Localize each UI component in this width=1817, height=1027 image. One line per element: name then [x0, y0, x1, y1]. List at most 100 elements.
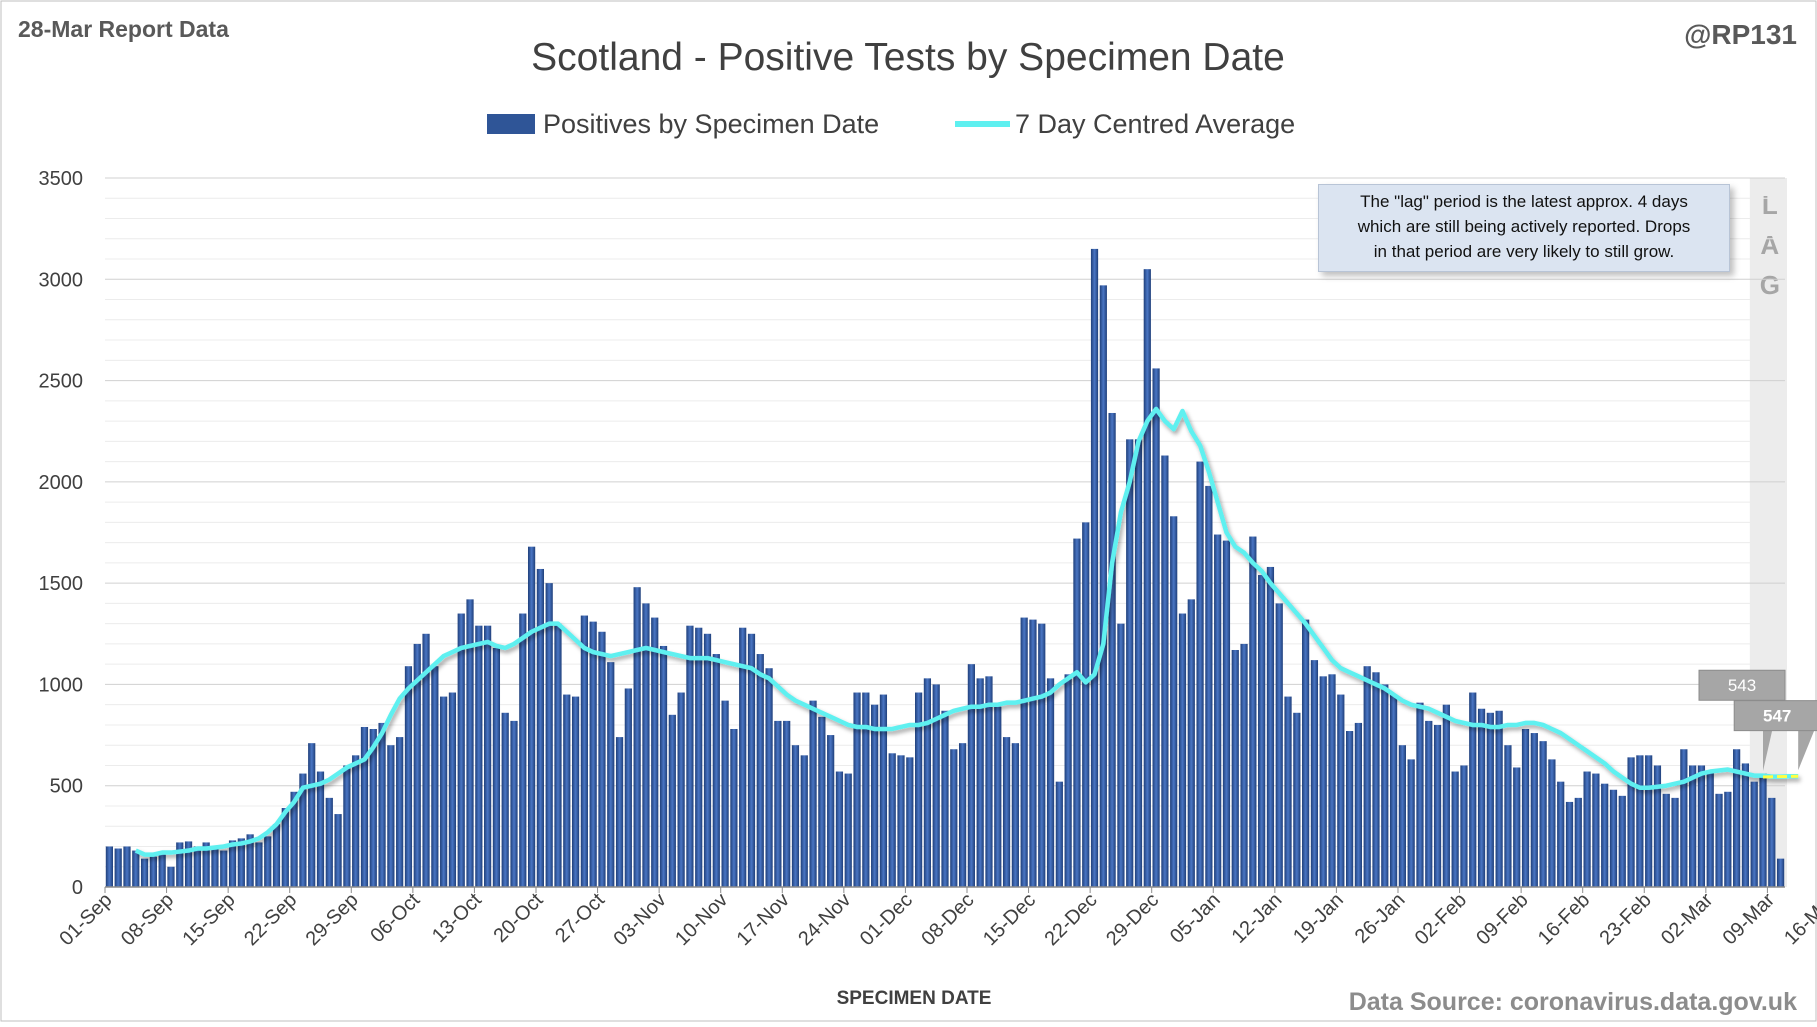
y-tick-label: 500: [50, 776, 83, 798]
bar: [669, 715, 676, 887]
bar: [1671, 798, 1678, 887]
lag-note-line-3: in that period are very likely to still …: [1319, 239, 1729, 264]
bar: [950, 749, 957, 887]
bar: [1548, 759, 1555, 887]
bar: [1566, 802, 1573, 887]
bar: [1460, 765, 1467, 887]
bar: [1478, 709, 1485, 887]
bar: [1038, 624, 1045, 887]
bar: [1636, 755, 1643, 887]
bar: [985, 676, 992, 887]
bar: [1469, 693, 1476, 887]
bar: [1126, 439, 1133, 887]
bar: [502, 713, 509, 887]
lag-letter: L: [1762, 190, 1778, 220]
bar: [493, 648, 500, 887]
bar: [1707, 772, 1714, 887]
bar: [537, 569, 544, 887]
bar: [590, 622, 597, 887]
bar: [132, 851, 139, 887]
bar: [678, 693, 685, 887]
bar: [1056, 782, 1063, 887]
bar: [704, 634, 711, 887]
bar: [1654, 765, 1661, 887]
bar: [1205, 486, 1212, 887]
bar: [1258, 575, 1265, 887]
legend-label-bars: Positives by Specimen Date: [543, 109, 879, 139]
bar: [1144, 269, 1151, 887]
bar: [317, 772, 324, 887]
legend-label-line: 7 Day Centred Average: [1015, 109, 1295, 139]
bar: [1355, 723, 1362, 887]
bar: [1029, 620, 1036, 887]
bar: [519, 614, 526, 887]
bar: [1381, 684, 1388, 887]
bar: [871, 705, 878, 887]
bar: [634, 587, 641, 887]
bar: [123, 846, 130, 887]
source-label: Data Source: coronavirus.data.gov.uk: [1349, 988, 1797, 1016]
bar: [1557, 782, 1564, 887]
bar: [1082, 522, 1089, 887]
bar: [1364, 666, 1371, 887]
bar: [1091, 249, 1098, 887]
bar: [959, 743, 966, 887]
lag-letter: A: [1760, 230, 1779, 260]
bar: [968, 664, 975, 887]
y-tick-label: 1000: [39, 674, 84, 696]
bar: [396, 737, 403, 887]
y-tick-label: 3500: [39, 168, 84, 190]
bar: [1196, 462, 1203, 887]
bar: [431, 666, 438, 887]
lag-region: LAG: [1750, 178, 1787, 887]
bar: [1724, 792, 1731, 887]
y-tick-label: 2500: [39, 371, 84, 393]
bar: [150, 857, 157, 887]
reference-segment: [1763, 776, 1798, 777]
bar: [730, 729, 737, 887]
bar: [343, 765, 350, 887]
bar: [1487, 713, 1494, 887]
bar: [1452, 772, 1459, 887]
bar: [862, 693, 869, 887]
y-tick-label: 0: [72, 877, 83, 899]
bar: [1715, 794, 1722, 887]
bar: [1073, 539, 1080, 887]
bar: [1592, 774, 1599, 887]
bar: [765, 668, 772, 887]
bar: [722, 701, 729, 887]
bar: [484, 626, 491, 887]
bar: [1619, 796, 1626, 887]
bar: [1328, 674, 1335, 887]
lag-note-line-2: which are still being actively reported.…: [1319, 214, 1729, 239]
bar: [1531, 733, 1538, 887]
bar: [528, 547, 535, 887]
bar: [783, 721, 790, 887]
bar: [255, 842, 262, 887]
bar: [387, 745, 394, 887]
bar: [1434, 725, 1441, 887]
bar: [308, 743, 315, 887]
bar: [449, 693, 456, 887]
bar: [1109, 413, 1116, 887]
bar: [1012, 743, 1019, 887]
bar: [1161, 456, 1168, 887]
bar: [1337, 695, 1344, 887]
bar: [1223, 541, 1230, 887]
bar: [1759, 774, 1766, 887]
bar: [994, 707, 1001, 887]
callout-label: 547: [1763, 707, 1791, 726]
y-tick-label: 2000: [39, 472, 84, 494]
bar: [889, 753, 896, 887]
chart-title: Scotland - Positive Tests by Specimen Da…: [531, 36, 1285, 79]
bar: [229, 840, 236, 887]
bar: [651, 618, 658, 887]
bar: [1399, 745, 1406, 887]
bar: [563, 695, 570, 887]
bar: [809, 701, 816, 887]
bar: [1267, 567, 1274, 887]
bar: [774, 721, 781, 887]
bar: [554, 624, 561, 887]
